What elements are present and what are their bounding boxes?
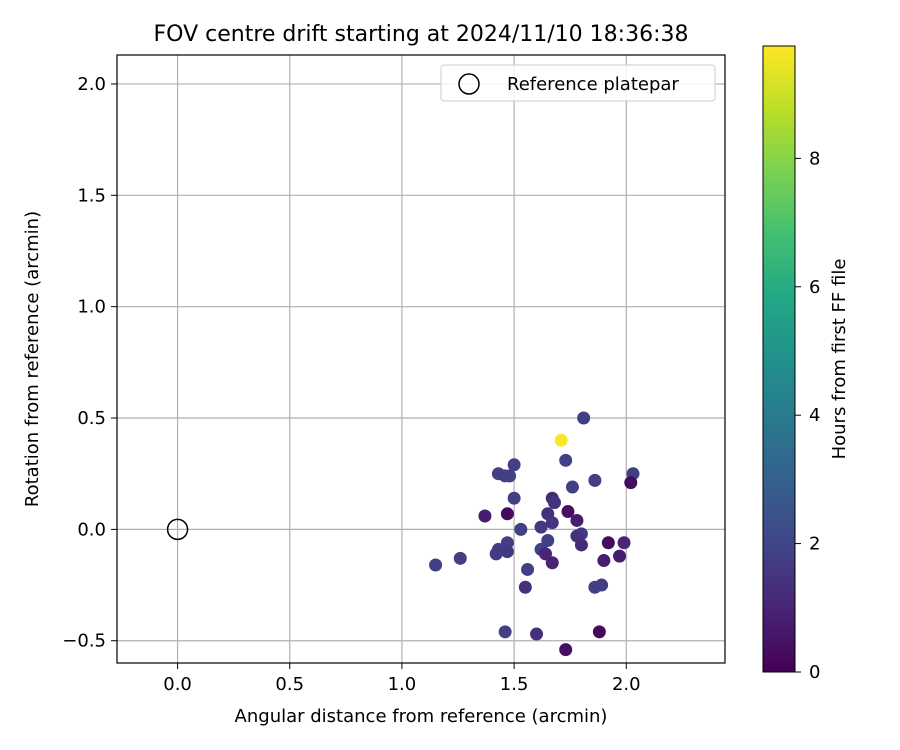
scatter-point: [503, 469, 517, 483]
scatter-point: [601, 536, 615, 550]
x-axis-label: Angular distance from reference (arcmin): [235, 706, 608, 727]
scatter-point: [617, 536, 631, 550]
scatter-point: [500, 507, 514, 521]
scatter-point: [547, 496, 561, 510]
reference-platepar-marker: [166, 518, 189, 541]
scatter-point: [507, 458, 521, 472]
legend-box: [440, 64, 716, 102]
colorbar-tick-label: 8: [809, 148, 820, 169]
scatter-point: [574, 538, 588, 552]
colorbar-label: Hours from first FF file: [829, 259, 850, 460]
scatter-point: [588, 473, 602, 487]
scatter-point: [489, 547, 503, 561]
scatter-point: [518, 580, 532, 594]
legend-label: Reference platepar: [507, 74, 679, 95]
scatter-point: [545, 516, 559, 530]
y-tick-label: 0.5: [77, 408, 106, 429]
scatter-point: [570, 513, 584, 527]
colorbar-tick-label: 4: [809, 405, 820, 426]
y-tick-label: 1.5: [77, 185, 106, 206]
x-axis-ticks: 0.0 0.5 1.0 1.5 2.0: [163, 663, 641, 695]
y-tick-label: −0.5: [62, 631, 106, 652]
scatter-point: [478, 509, 492, 523]
grid-lines: [117, 55, 725, 663]
y-tick-label: 2.0: [77, 74, 106, 95]
scatter-point: [521, 562, 535, 576]
scatter-point: [429, 558, 443, 572]
scatter-point: [498, 625, 512, 639]
y-tick-label: 1.0: [77, 297, 106, 318]
scatter-point: [534, 520, 548, 534]
scatter-point: [592, 625, 606, 639]
scatter-point: [554, 433, 568, 447]
x-tick-label: 0.5: [275, 674, 304, 695]
scatter-point: [545, 556, 559, 570]
scatter-point: [500, 536, 514, 550]
x-tick-label: 1.5: [500, 674, 529, 695]
scatter-point: [559, 643, 573, 657]
scatter-point: [541, 534, 555, 548]
plot-frame: [116, 54, 726, 664]
scatter-point: [613, 549, 627, 563]
y-tick-label: 0.0: [77, 519, 106, 540]
legend: Reference platepar: [440, 64, 716, 102]
colorbar: 0 2 4 6 8 Hours from first FF file: [762, 45, 850, 683]
legend-marker-icon: [458, 73, 480, 95]
x-tick-label: 1.0: [388, 674, 417, 695]
scatter-point: [500, 545, 514, 559]
scatter-point: [561, 505, 575, 519]
reference-marker-layer: [166, 518, 189, 541]
x-tick-label: 2.0: [612, 674, 641, 695]
colorbar-tick-label: 6: [809, 277, 820, 298]
scatter-point: [597, 554, 611, 568]
scatter-point: [577, 411, 591, 425]
scatter-point: [453, 551, 467, 565]
y-axis-ticks: −0.5 0.0 0.5 1.0 1.5 2.0: [62, 74, 117, 652]
data-points: [429, 411, 640, 657]
scatter-point: [595, 578, 609, 592]
scatter-point: [565, 480, 579, 494]
scatter-point: [559, 453, 573, 467]
scatter-point: [514, 522, 528, 536]
y-axis-label: Rotation from reference (arcmin): [22, 211, 43, 507]
colorbar-tick-label: 0: [809, 662, 820, 683]
chart-title: FOV centre drift starting at 2024/11/10 …: [154, 22, 689, 47]
colorbar-ticks: 0 2 4 6 8: [795, 148, 820, 683]
scatter-point: [530, 627, 544, 641]
x-tick-label: 0.0: [163, 674, 192, 695]
scatter-point: [539, 547, 553, 561]
colorbar-tick-label: 2: [809, 534, 820, 555]
colorbar-gradient: [762, 45, 796, 673]
scatter-point: [507, 491, 521, 505]
scatter-point: [624, 476, 638, 490]
